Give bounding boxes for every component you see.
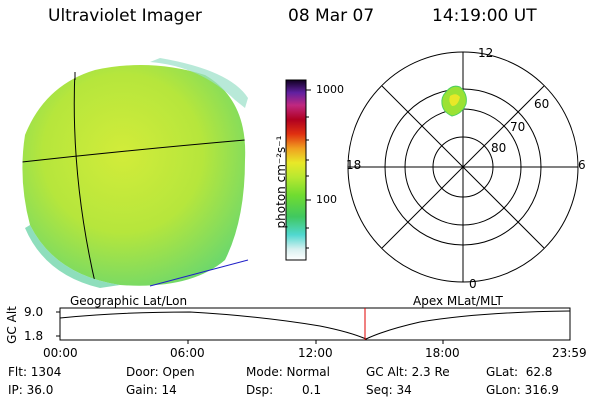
limb-line bbox=[149, 259, 249, 287]
altitude-curve bbox=[59, 310, 571, 340]
colorbar-label: photon cm⁻²s⁻¹ bbox=[274, 135, 288, 229]
earth-disk bbox=[22, 58, 248, 288]
gc-alt-status: GC Alt: 2.3 Re bbox=[366, 365, 450, 379]
mode-status: Mode: Normal bbox=[246, 365, 330, 379]
colorbar bbox=[285, 79, 311, 261]
time-tick-0600: 06:00 bbox=[170, 346, 205, 360]
mlat-label-70: 70 bbox=[510, 120, 526, 134]
time-tick-1800: 18:00 bbox=[425, 346, 460, 360]
colorbar-tick-100: 100 bbox=[316, 193, 337, 206]
geo-caption: Geographic Lat/Lon bbox=[70, 294, 188, 308]
gc-alt-axis-label: GC Alt bbox=[5, 306, 19, 344]
apex-caption: Apex MLat/MLT bbox=[413, 294, 503, 308]
flight-number: Flt: 1304 bbox=[8, 365, 62, 379]
mlat-label-60: 60 bbox=[534, 97, 550, 111]
auroral-emission-core bbox=[449, 94, 460, 106]
gc-alt-tick-9: 9.0 bbox=[24, 305, 44, 319]
mlt-label-6: 6 bbox=[578, 158, 586, 172]
altitude-plot bbox=[56, 307, 571, 344]
time-tick-0000: 00:00 bbox=[43, 346, 78, 360]
gc-alt-tick-1-8: 1.8 bbox=[24, 329, 44, 343]
colorbar-tick-1000: 1000 bbox=[316, 83, 344, 96]
time-tick-1200: 12:00 bbox=[298, 346, 333, 360]
ip-value: IP: 36.0 bbox=[8, 383, 54, 397]
gain-value: Gain: 14 bbox=[126, 383, 177, 397]
door-status: Door: Open bbox=[126, 365, 195, 379]
geo-latitude: GLat: 62.8 bbox=[486, 365, 553, 379]
time-label: 14:19:00 UT bbox=[432, 6, 537, 26]
polar-plot bbox=[347, 51, 579, 283]
geo-grid-lines bbox=[22, 69, 246, 286]
time-tick-2359: 23:59 bbox=[552, 346, 587, 360]
date-label: 08 Mar 07 bbox=[288, 6, 375, 26]
mlt-label-18: 18 bbox=[346, 158, 362, 172]
instrument-title: Ultraviolet Imager bbox=[48, 6, 202, 26]
sequence-number: Seq: 34 bbox=[366, 383, 412, 397]
dsp-label: Dsp: bbox=[246, 383, 274, 397]
geo-longitude: GLon: 316.9 bbox=[486, 383, 559, 397]
mlt-label-12: 12 bbox=[478, 46, 494, 60]
mlat-label-80: 80 bbox=[491, 141, 507, 155]
dsp-value: 0.1 bbox=[302, 383, 322, 397]
mlt-label-0: 0 bbox=[469, 277, 477, 291]
